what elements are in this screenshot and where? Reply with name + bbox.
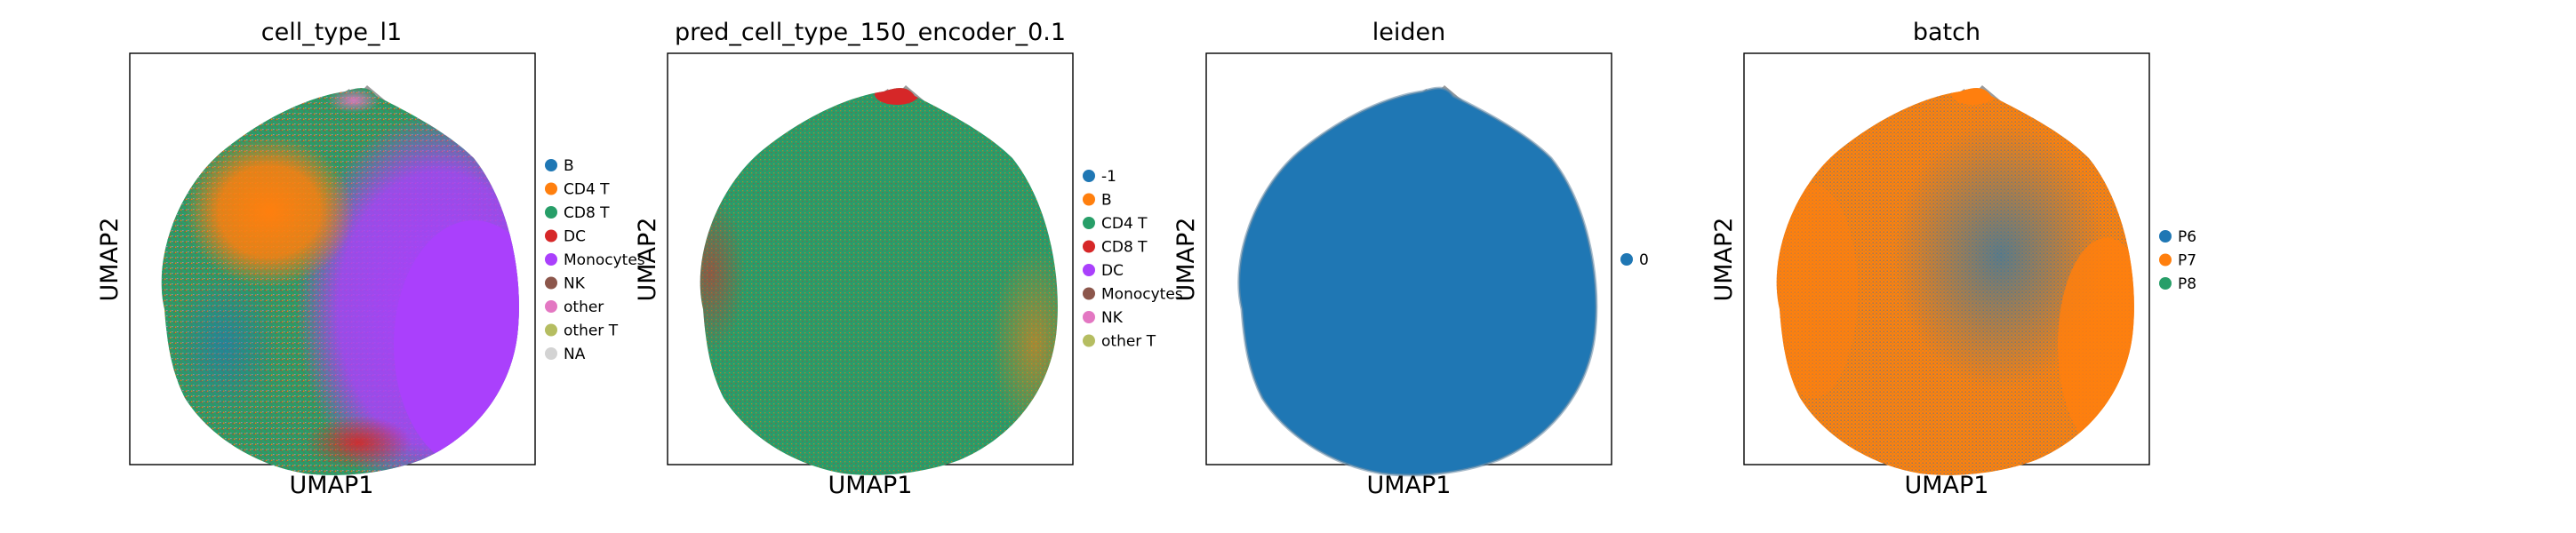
dc-cluster [305, 416, 412, 469]
legend-marker [2159, 277, 2172, 290]
x-axis-label: UMAP1 [828, 472, 913, 499]
legend-marker [545, 323, 557, 337]
legend-marker [545, 182, 557, 195]
legend-label: Monocytes [564, 251, 645, 269]
y-axis-label: UMAP2 [634, 218, 661, 302]
legend-marker [2159, 253, 2172, 266]
legend-marker [1083, 240, 1095, 253]
legend: -1 B CD4 T CD8 T DC Monocytes NK other T [1083, 168, 1183, 351]
x-axis-label: UMAP1 [290, 472, 374, 499]
tip-red [875, 88, 919, 105]
cloud-outline [1237, 86, 1598, 477]
cell-points-mixed [700, 88, 1058, 475]
legend-label: CD8 T [1101, 239, 1148, 257]
other-cluster [327, 88, 380, 113]
legend-marker [1083, 311, 1095, 323]
panel-batch: batch UMAP1 UMAP2 P6 P7 P8 [1710, 19, 2196, 499]
legend-label: NK [1101, 309, 1124, 327]
cell-points-base [1238, 88, 1596, 475]
p7-edge [2058, 238, 2134, 451]
legend-marker [545, 253, 557, 266]
legend-label: 0 [1639, 251, 1649, 269]
umap-cloud [1776, 85, 2134, 475]
panel-pred-cell-type: pred_cell_type_150_encoder_0.1 UMAP1 UMA… [634, 19, 1183, 499]
legend-label: -1 [1101, 168, 1116, 186]
legend-marker [545, 276, 557, 290]
legend-label: other T [1101, 333, 1156, 351]
legend-marker [545, 159, 557, 171]
p7-left [1776, 185, 1858, 398]
y-axis-label: UMAP2 [1710, 218, 1738, 302]
umap-cloud [161, 85, 519, 475]
legend-label: CD4 T [1101, 215, 1148, 233]
umap-cloud [1237, 85, 1598, 477]
legend-label: P6 [2178, 228, 2196, 246]
panel-title: pred_cell_type_150_encoder_0.1 [675, 19, 1066, 46]
x-axis-label: UMAP1 [1367, 472, 1452, 499]
legend-label: B [564, 157, 574, 175]
panel-leiden: leiden UMAP1 UMAP2 0 [1172, 19, 1649, 499]
legend-label: CD8 T [564, 204, 610, 222]
umap-cloud [700, 85, 1058, 475]
legend-label: NA [564, 346, 586, 363]
b-cluster [172, 274, 278, 416]
legend-label: B [1101, 192, 1112, 210]
legend-marker [1083, 193, 1095, 206]
legend-label: Monocytes [1101, 286, 1183, 304]
legend-marker [545, 347, 557, 360]
cd4t-cluster [185, 136, 354, 287]
legend-marker [1083, 217, 1095, 229]
legend-marker [1083, 334, 1095, 347]
legend-label: CD4 T [564, 181, 610, 199]
p6-region [1893, 123, 2107, 389]
legend: B CD4 T CD8 T DC Monocytes NK other other T NA [545, 157, 645, 363]
legend: P6 P7 P8 [2159, 228, 2196, 293]
legend-marker [545, 206, 557, 219]
legend-marker [2159, 230, 2172, 243]
panel-title: cell_type_l1 [261, 19, 402, 46]
edge-orange [990, 247, 1058, 442]
panel-title: leiden [1372, 19, 1445, 46]
monocytes-cluster-core [394, 220, 519, 469]
legend-marker [545, 229, 557, 243]
legend-marker [1620, 253, 1633, 266]
edge-red [700, 194, 746, 354]
panel-title: batch [1913, 19, 1980, 46]
legend-marker [545, 300, 557, 313]
legend-label: P7 [2178, 252, 2196, 270]
legend-label: other T [564, 322, 619, 340]
legend-label: P8 [2178, 275, 2196, 293]
legend-label: DC [1101, 262, 1124, 280]
legend-label: NK [564, 275, 586, 293]
legend-marker [1083, 264, 1095, 276]
legend: 0 [1620, 251, 1649, 269]
legend-marker [1083, 287, 1095, 300]
panel-cell-type-l1: cell_type_l1 UMAP1 UMAP2 B CD4 T CD8 T DC Mo… [96, 19, 645, 499]
tip-orange [1951, 88, 1996, 105]
y-axis-label: UMAP2 [1172, 218, 1200, 302]
legend-label: other [564, 298, 604, 316]
x-axis-label: UMAP1 [1905, 472, 1989, 499]
legend-label: DC [564, 228, 586, 246]
y-axis-label: UMAP2 [96, 218, 124, 302]
legend-marker [1083, 170, 1095, 182]
